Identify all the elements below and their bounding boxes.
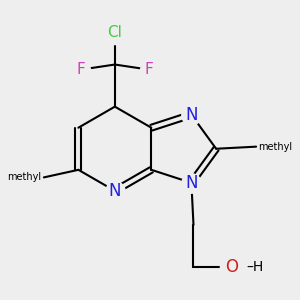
Text: –H: –H — [246, 260, 263, 274]
Text: F: F — [144, 62, 153, 77]
Text: N: N — [185, 106, 198, 124]
Text: N: N — [185, 174, 198, 192]
Text: Cl: Cl — [107, 26, 122, 40]
Text: methyl: methyl — [7, 172, 41, 182]
Text: O: O — [225, 258, 238, 276]
Text: N: N — [109, 182, 121, 200]
Text: methyl: methyl — [259, 142, 293, 152]
Text: F: F — [77, 62, 85, 77]
